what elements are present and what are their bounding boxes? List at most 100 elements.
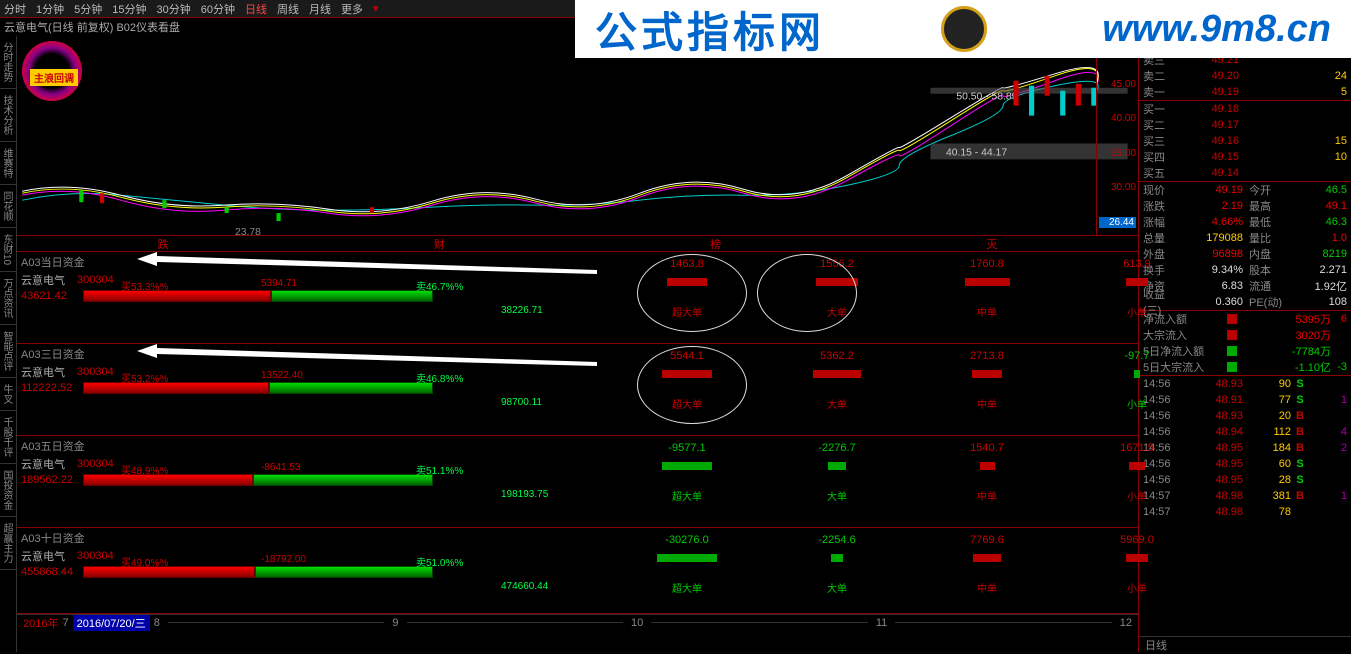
- ob-volume: 15: [1239, 135, 1347, 147]
- category-label: 中单: [947, 488, 1027, 503]
- scale-tick: 40.00: [1099, 113, 1136, 124]
- stat-value: 1.92亿: [1285, 278, 1347, 294]
- category-col: 1556.2 大单: [797, 258, 877, 319]
- ob-price: 49.19: [1179, 86, 1239, 98]
- ob-label: 买三: [1143, 133, 1179, 149]
- category-bars: 5544.1 超大单 5362.2 大单 2713.8 中单 -97.7 小单: [647, 350, 1177, 411]
- stat-label: 流通: [1243, 278, 1285, 294]
- stock-code: 300304: [77, 458, 114, 470]
- sidebar-tab[interactable]: 超赢主力: [0, 517, 16, 570]
- money-panel: A03五日资金 云意电气 300304 189562.22 买48.9%% -8…: [17, 436, 1138, 528]
- tf-tab[interactable]: 1分钟: [36, 1, 64, 17]
- category-bar: [657, 554, 717, 562]
- sell-bar: [253, 474, 433, 486]
- sidebar-tab[interactable]: 技术分析: [0, 89, 16, 142]
- dropdown-icon[interactable]: ▾: [373, 2, 379, 15]
- stat-value: 179088: [1179, 232, 1243, 244]
- stock-code: 300304: [77, 274, 114, 286]
- category-label: 中单: [947, 304, 1027, 319]
- orderbook-row: 买二49.17: [1139, 117, 1351, 133]
- sidebar-tab[interactable]: 同花顺: [0, 185, 16, 228]
- sidebar-tab[interactable]: 东财10: [0, 228, 16, 272]
- sell-value: 98700.11: [501, 397, 542, 408]
- sidebar-tab[interactable]: 万点资讯: [0, 272, 16, 325]
- stat-label: 股本: [1243, 262, 1285, 278]
- tf-tab[interactable]: 30分钟: [157, 1, 191, 17]
- category-value: 1540.7: [947, 442, 1027, 454]
- tf-tab[interactable]: 周线: [277, 1, 299, 17]
- month-tick: 9: [392, 617, 398, 629]
- buy-value: -8641.53: [261, 462, 300, 473]
- ob-price: 49.18: [1179, 103, 1239, 115]
- category-bars: -30276.0 超大单 -2254.6 大单 7769.6 中单 5969.0…: [647, 534, 1177, 595]
- month-tick: 11: [876, 617, 887, 629]
- buy-bar: [83, 382, 269, 394]
- category-label: 小单: [1097, 304, 1177, 319]
- category-value: -30276.0: [647, 534, 727, 546]
- sidebar-tab[interactable]: 维赛特: [0, 142, 16, 185]
- tick-qty: 28: [1243, 474, 1291, 486]
- total-value: 455868.44: [21, 566, 83, 578]
- category-value: 5544.1: [647, 350, 727, 362]
- flow-value: 5395万: [1241, 311, 1331, 327]
- orderbook-row: 买四49.1510: [1139, 149, 1351, 165]
- sell-value: 198193.75: [501, 489, 548, 500]
- category-value: 613.9: [1097, 258, 1177, 270]
- flow-value: -7784万: [1241, 343, 1331, 359]
- category-value: -2254.6: [797, 534, 877, 546]
- tf-tab[interactable]: 月线: [309, 1, 331, 17]
- category-value: 1671.5: [1097, 442, 1177, 454]
- site-title: 公式指标网: [595, 0, 825, 60]
- scale-tick: 35.00: [1099, 148, 1136, 159]
- tick-dir: S: [1291, 474, 1309, 486]
- tick-price: 48.94: [1187, 426, 1243, 438]
- flow-row: 大宗流入3020万: [1139, 327, 1351, 343]
- category-label: 超大单: [647, 580, 727, 595]
- tf-tab[interactable]: 60分钟: [201, 1, 235, 17]
- tick-qty: 90: [1243, 378, 1291, 390]
- chart-footer-labels: 跌 财 榜 灭: [17, 236, 1138, 252]
- stock-code: 300304: [77, 366, 114, 378]
- tf-tab[interactable]: 分时: [4, 1, 26, 17]
- category-label: 中单: [947, 580, 1027, 595]
- tf-tab[interactable]: 5分钟: [74, 1, 102, 17]
- category-col: 7769.6 中单: [947, 534, 1027, 595]
- stock-name: 云意电气: [21, 272, 69, 288]
- sidebar-tab[interactable]: 智能点评: [0, 325, 16, 378]
- orderbook-row: 买五49.14: [1139, 165, 1351, 181]
- tick-dir: S: [1291, 394, 1309, 406]
- category-col: 613.9 小单: [1097, 258, 1177, 319]
- tf-tab-more[interactable]: 更多: [341, 1, 363, 17]
- tick-qty: 381: [1243, 490, 1291, 502]
- category-label: 超大单: [647, 304, 727, 319]
- buy-value: 5394.71: [261, 278, 297, 289]
- svg-text:23.78: 23.78: [235, 227, 261, 235]
- ob-label: 卖二: [1143, 68, 1179, 84]
- buy-value: 13522.40: [261, 370, 303, 381]
- tf-tab[interactable]: 15分钟: [112, 1, 146, 17]
- year-label: 2016年: [23, 615, 58, 631]
- category-col: 1540.7 中单: [947, 442, 1027, 503]
- category-value: 1463.8: [647, 258, 727, 270]
- sidebar-tab[interactable]: 牛叉: [0, 378, 16, 411]
- sidebar-tab[interactable]: 千股千评: [0, 411, 16, 464]
- category-label: 小单: [1097, 580, 1177, 595]
- sidebar-tab[interactable]: 国投资金: [0, 464, 16, 517]
- category-bar: [831, 554, 843, 562]
- tf-tab-active[interactable]: 日线: [245, 1, 267, 17]
- kline-chart[interactable]: 主浪回调 50.50 - 58.89 40.15 - 44.17: [17, 36, 1138, 236]
- tick-dir: S: [1291, 378, 1309, 390]
- tick-ext: 2: [1309, 442, 1347, 454]
- stat-value: 49.1: [1285, 200, 1347, 212]
- ob-label: 卖一: [1143, 84, 1179, 100]
- tick-qty: 20: [1243, 410, 1291, 422]
- category-col: 2713.8 中单: [947, 350, 1027, 411]
- total-value: 43621.42: [21, 290, 83, 302]
- category-label: 超大单: [647, 396, 727, 411]
- flow-value: 3020万: [1241, 327, 1331, 343]
- sell-value: 474660.44: [501, 581, 548, 592]
- ob-label: 买二: [1143, 117, 1179, 133]
- price-scale: 50.00 45.00 40.00 35.00 30.00 26.44: [1096, 36, 1138, 236]
- sidebar-tab[interactable]: 分时走势: [0, 36, 16, 89]
- tick-time: 14:57: [1143, 506, 1187, 518]
